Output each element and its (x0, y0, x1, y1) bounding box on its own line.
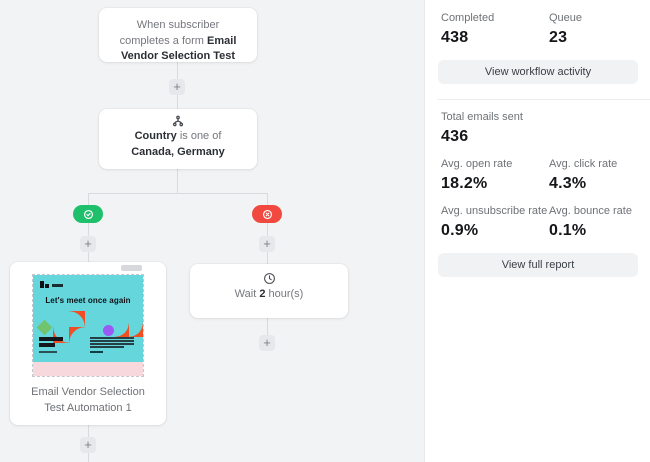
stat-completed: Completed 438 (441, 12, 494, 47)
stat-queue: Queue 23 (549, 12, 582, 47)
email-logo-text (52, 284, 63, 287)
stat-label: Avg. click rate (549, 158, 618, 170)
connector (267, 193, 268, 207)
stat-value: 18.2% (441, 175, 488, 192)
condition-text: Country is one of Canada, Germany (131, 130, 225, 158)
stats-panel: Completed 438 Queue 23 View workflow act… (424, 0, 650, 462)
preview-text-line (39, 337, 63, 341)
add-step-button[interactable]: + (259, 335, 275, 351)
email-preview-thumbnail: Let's meet once again (32, 274, 144, 377)
stat-click-rate: Avg. click rate 4.3% (549, 158, 617, 193)
trigger-text: When subscriber completes a form Email V… (119, 19, 237, 62)
green-diamond-shape (36, 319, 53, 336)
purple-circle-shape (103, 325, 114, 336)
stat-value: 0.1% (549, 222, 587, 239)
stat-bounce-rate: Avg. bounce rate 0.1% (549, 205, 632, 240)
email-preview-heading: Let's meet once again (45, 296, 131, 305)
orange-shape (69, 311, 85, 327)
preview-link-line (90, 351, 103, 353)
email-preview-footer (33, 362, 143, 376)
trigger-node[interactable]: When subscriber completes a form Email V… (99, 8, 257, 62)
email-status-badge (121, 265, 142, 271)
stat-label: Avg. unsubscribe rate (441, 205, 548, 217)
preview-paragraph-line (90, 340, 134, 342)
stat-label: Completed (441, 12, 495, 24)
stat-label: Avg. open rate (441, 158, 513, 170)
connector (267, 318, 268, 338)
stat-total-emails: Total emails sent 436 (441, 111, 523, 146)
preview-paragraph-line (90, 343, 134, 345)
stat-unsubscribe-rate: Avg. unsubscribe rate 0.9% (441, 205, 547, 240)
connector (88, 193, 89, 207)
condition-node[interactable]: Country is one of Canada, Germany (99, 109, 257, 169)
preview-text-line (39, 351, 57, 353)
stat-label: Total emails sent (441, 111, 523, 123)
add-step-button[interactable]: + (80, 236, 96, 252)
clock-icon (263, 273, 275, 284)
preview-paragraph-line (90, 337, 134, 339)
wait-text: Wait 2 hour(s) (234, 288, 304, 300)
orange-shape (129, 323, 143, 337)
stat-value: 436 (441, 128, 469, 145)
view-full-report-button[interactable]: View full report (438, 253, 638, 277)
x-circle-icon (262, 209, 272, 219)
stat-value: 0.9% (441, 222, 479, 239)
stat-label: Queue (549, 12, 583, 24)
check-circle-icon (83, 209, 93, 219)
stat-open-rate: Avg. open rate 18.2% (441, 158, 512, 193)
preview-text-line (39, 343, 55, 347)
workflow-canvas[interactable]: When subscriber completes a form Email V… (0, 0, 424, 462)
stat-value: 4.3% (549, 175, 587, 192)
add-step-button[interactable]: + (259, 236, 275, 252)
panel-divider (438, 99, 650, 100)
orange-shape (69, 327, 85, 343)
email-node[interactable]: Let's meet once again Email Vendor Selec… (10, 262, 166, 425)
add-step-button[interactable]: + (80, 437, 96, 453)
add-step-button[interactable]: + (169, 79, 185, 95)
split-branch-icon (172, 115, 184, 127)
view-workflow-activity-button[interactable]: View workflow activity (438, 60, 638, 84)
email-node-label: Email Vendor Selection Test Automation 1 (31, 386, 145, 414)
email-logo-icon (45, 284, 49, 288)
stat-value: 23 (549, 29, 568, 46)
wait-node[interactable]: Wait 2 hour(s) (190, 264, 348, 318)
stat-label: Avg. bounce rate (549, 205, 632, 217)
connector-branch (88, 193, 268, 194)
yes-branch-pill (73, 205, 103, 223)
no-branch-pill (252, 205, 282, 223)
stat-value: 438 (441, 29, 469, 46)
preview-paragraph-line (90, 346, 124, 348)
email-logo-icon (40, 281, 44, 288)
email-preview-body: Let's meet once again (33, 275, 143, 362)
orange-shape (115, 323, 129, 337)
connector (177, 169, 178, 193)
